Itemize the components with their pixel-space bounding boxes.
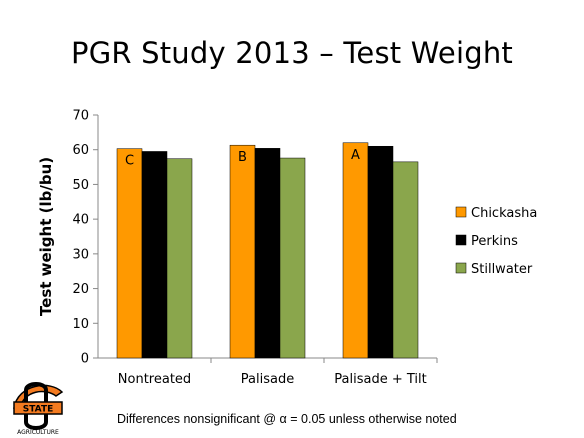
chart-legend: Chickasha Perkins Stillwater — [455, 206, 537, 277]
significance-letter: B — [238, 150, 247, 165]
logo-state-text: STATE — [23, 405, 53, 415]
bar-stillwater-2 — [279, 157, 306, 359]
bar-chickasha-2 — [229, 144, 256, 359]
y-axis-title: Test weight (lb/bu) — [37, 157, 55, 316]
x-category-label: Palisade + Tilt — [334, 372, 426, 387]
legend-label-chickasha: Chickasha — [471, 206, 537, 221]
chart-axes: 0 10 20 30 40 50 60 70 Test weight (lb/bu) — [37, 109, 438, 367]
bar-perkins-2 — [254, 148, 281, 359]
legend-swatch-stillwater — [455, 262, 467, 274]
y-tick-label: 10 — [72, 317, 89, 332]
legend-swatch-chickasha — [455, 206, 467, 218]
significance-letter: A — [351, 148, 360, 163]
legend-label-perkins: Perkins — [471, 234, 518, 249]
osu-agriculture-logo: STATE AGRICULTURE — [13, 382, 64, 436]
footnote: Differences nonsignificant @ α = 0.05 un… — [117, 412, 457, 426]
significance-letter: C — [125, 154, 134, 169]
x-category-label: Nontreated — [118, 372, 191, 387]
bar-chickasha-1 — [116, 148, 143, 359]
chart-labels: Nontreated C Palisade B Palisade + Tilt A — [118, 148, 427, 387]
logo-brand-o — [24, 382, 48, 430]
bar-chickasha-3 — [342, 142, 369, 359]
y-tick-label: 30 — [72, 247, 89, 262]
chart-bars — [116, 142, 419, 359]
y-tick-label: 60 — [72, 143, 89, 158]
y-tick-label: 20 — [72, 282, 89, 297]
logo-state-banner — [13, 401, 63, 415]
x-category-label: Palisade — [241, 372, 294, 387]
legend-label-stillwater: Stillwater — [471, 262, 533, 277]
bar-perkins-3 — [367, 145, 394, 359]
y-tick-label: 40 — [72, 213, 89, 228]
y-tick-label: 0 — [81, 352, 89, 367]
y-tick-label: 70 — [72, 109, 89, 124]
bar-stillwater-3 — [392, 161, 419, 359]
y-tick-label: 50 — [72, 178, 89, 193]
bar-stillwater-1 — [166, 158, 193, 359]
logo-agriculture-text: AGRICULTURE — [17, 429, 59, 436]
slide-title: PGR Study 2013 – Test Weight — [71, 36, 513, 70]
legend-swatch-perkins — [455, 234, 467, 246]
bar-perkins-1 — [141, 151, 168, 359]
